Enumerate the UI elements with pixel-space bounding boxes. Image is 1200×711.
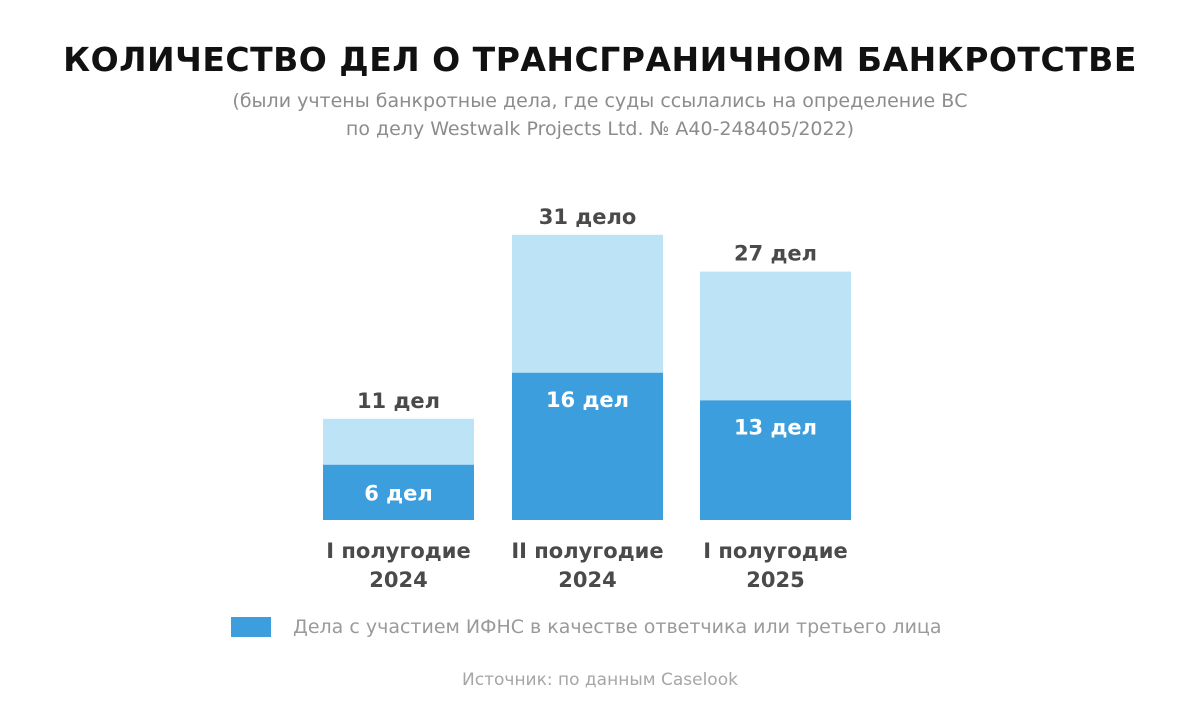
legend: Дела с участием ИФНС в качестве ответчик… (231, 614, 942, 640)
category-label-3-line-1: I полугодие (703, 539, 847, 563)
total-label-3: 27 дел (734, 242, 817, 266)
bar-segment-ifns-3 (700, 400, 851, 520)
segment-label-1: 6 дел (364, 481, 433, 505)
legend-swatch (231, 617, 271, 637)
category-label-1-line-1: I полугодие (326, 539, 470, 563)
source-note: Источник: по данным Caselook (462, 670, 738, 690)
legend-label: Дела с участием ИФНС в качестве ответчик… (293, 616, 942, 638)
chart-title: КОЛИЧЕСТВО ДЕЛ О ТРАНСГРАНИЧНОМ БАНКРОТС… (63, 40, 1137, 79)
bar-segment-ifns-2 (512, 372, 663, 520)
bar-segment-ifns-1 (323, 464, 474, 520)
chart-subtitle-line-1: (были учтены банкротные дела, где суды с… (232, 90, 968, 112)
category-label-2-line-2: 2024 (558, 568, 616, 592)
total-label-1: 11 дел (357, 389, 440, 413)
category-label-2-line-1: II полугодие (511, 539, 663, 563)
segment-label-2: 16 дел (546, 388, 629, 412)
category-label-1-line-2: 2024 (369, 568, 427, 592)
total-label-2: 31 дело (539, 205, 637, 229)
category-label-3-line-2: 2025 (746, 568, 804, 592)
segment-label-3: 13 дел (734, 415, 817, 439)
chart-subtitle-line-2: по делу Westwalk Projects Ltd. № А40-248… (345, 118, 855, 140)
